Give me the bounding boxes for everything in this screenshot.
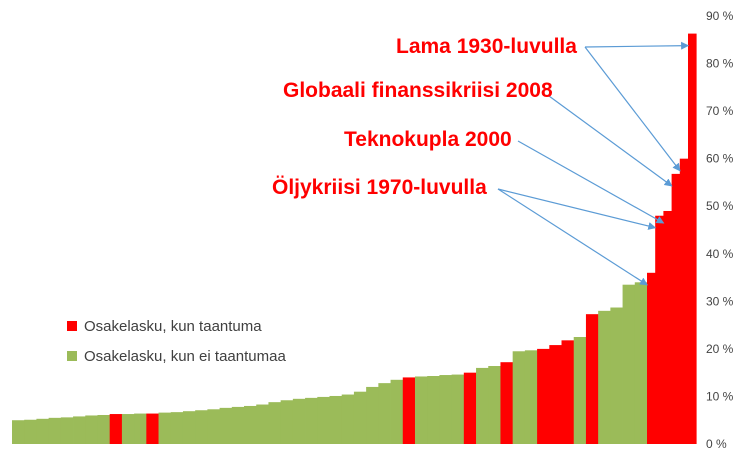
y-tick-label: 0 % <box>706 437 727 451</box>
bar-no-recession <box>73 416 86 444</box>
annotation-arrow <box>584 46 681 172</box>
bar-no-recession <box>231 406 245 444</box>
bar-no-recession <box>451 374 465 444</box>
bar-recession <box>663 210 672 444</box>
bar-no-recession <box>134 413 147 444</box>
bar-recession <box>146 413 159 444</box>
bar-no-recession <box>48 417 62 444</box>
bar-no-recession <box>305 397 318 444</box>
bar-recession <box>402 377 416 444</box>
y-tick-label: 80 % <box>706 57 734 71</box>
bar-no-recession <box>182 411 196 444</box>
bar-no-recession <box>329 395 343 444</box>
annotation-arrow <box>548 95 673 187</box>
bar-recession <box>500 362 514 444</box>
bar-no-recession <box>97 414 111 444</box>
bar-no-recession <box>378 383 391 444</box>
annotation-arrow <box>517 140 665 224</box>
bar-no-recession <box>24 419 37 444</box>
bar-no-recession <box>244 405 257 444</box>
bar-no-recession <box>366 386 379 444</box>
y-tick-label: 20 % <box>706 342 734 356</box>
bar-recession <box>655 215 664 444</box>
bar-no-recession <box>60 417 74 444</box>
bar-recession <box>109 414 123 444</box>
y-tick-label: 10 % <box>706 389 734 403</box>
bar-no-recession <box>121 414 135 444</box>
y-tick-label: 60 % <box>706 152 734 166</box>
bar-no-recession <box>353 391 367 444</box>
bar-no-recession <box>85 415 98 444</box>
bar-no-recession <box>390 379 404 444</box>
annotation-arrow <box>584 41 690 50</box>
bars-layer <box>12 33 697 445</box>
bar-no-recession <box>158 412 172 444</box>
bar-no-recession <box>292 398 306 444</box>
bar-recession <box>549 345 562 444</box>
bar-no-recession <box>195 410 208 444</box>
bar-no-recession <box>598 310 611 444</box>
annotation-label: Teknokupla 2000 <box>344 128 512 151</box>
bar-no-recession <box>341 394 355 444</box>
bar-no-recession <box>170 412 184 444</box>
annotation-arrow <box>497 188 657 230</box>
bar-no-recession <box>427 376 440 444</box>
bar-no-recession <box>488 366 501 444</box>
bar-no-recession <box>268 402 282 444</box>
bar-no-recession <box>219 407 233 444</box>
bar-no-recession <box>414 376 428 444</box>
bar-recession <box>561 340 575 444</box>
bar-no-recession <box>439 375 453 444</box>
legend-swatch <box>67 351 77 361</box>
bar-recession <box>679 158 689 445</box>
bar-no-recession <box>256 404 269 444</box>
annotation-label: Lama 1930-luvulla <box>396 35 577 58</box>
annotation-arrows <box>497 41 690 286</box>
annotation-label: Öljykriisi 1970-luvulla <box>272 176 487 199</box>
bar-no-recession <box>280 400 294 444</box>
bar-no-recession <box>317 396 330 444</box>
annotation-label: Globaali finanssikriisi 2008 <box>283 79 553 102</box>
bar-no-recession <box>634 282 648 444</box>
y-tick-label: 70 % <box>706 104 734 118</box>
bar-recession <box>585 314 599 444</box>
annotations-layer: Lama 1930-luvulla Globaali finanssikriisi… <box>272 35 577 199</box>
bar-recession <box>463 372 477 444</box>
bar-recession <box>647 272 656 444</box>
bar-no-recession <box>512 351 526 444</box>
y-axis-ticks: 0 % 10 % 20 % 30 % 40 % 50 % 60 % 70 % 80 % 90 % <box>706 9 734 451</box>
y-tick-label: 90 % <box>706 9 734 23</box>
legend-label: Osakelasku, kun ei taantumaa <box>84 348 286 365</box>
bar-no-recession <box>573 337 587 444</box>
bar-no-recession <box>610 307 623 444</box>
bar-recession <box>537 348 550 444</box>
bar-no-recession <box>36 418 50 444</box>
y-tick-label: 30 % <box>706 294 734 308</box>
bar-recession <box>671 173 681 444</box>
bar-no-recession <box>207 409 220 444</box>
legend: Osakelasku, kun taantuma Osakelasku, kun … <box>67 318 286 365</box>
bar-no-recession <box>524 350 538 444</box>
bar-no-recession <box>622 284 636 444</box>
y-tick-label: 40 % <box>706 247 734 261</box>
legend-label: Osakelasku, kun taantuma <box>84 318 262 335</box>
legend-swatch <box>67 321 77 331</box>
annotation-arrow <box>497 188 648 286</box>
bar-no-recession <box>12 420 25 444</box>
bar-no-recession <box>476 367 489 444</box>
bar-recession <box>688 33 697 444</box>
y-tick-label: 50 % <box>706 199 734 213</box>
